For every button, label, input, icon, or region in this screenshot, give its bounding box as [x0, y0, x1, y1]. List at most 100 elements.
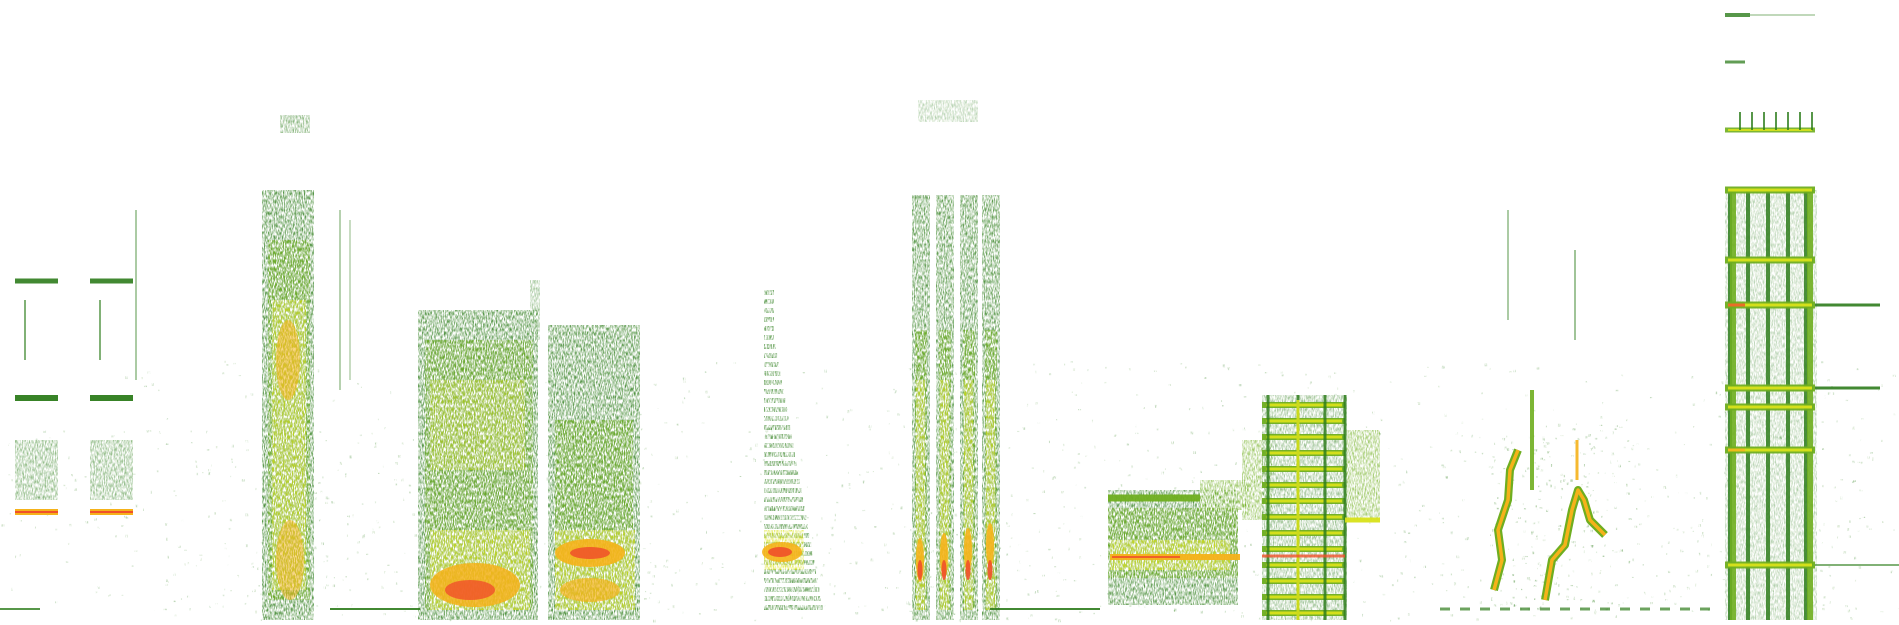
- noise-speck: [1489, 367, 1491, 370]
- noise-speck: [1079, 611, 1083, 614]
- noise-speck: [1491, 466, 1494, 469]
- noise-speck: [546, 477, 549, 481]
- noise-speck: [682, 377, 686, 381]
- noise-speck: [1523, 530, 1526, 533]
- noise-speck: [331, 501, 334, 504]
- noise-speck: [318, 482, 321, 485]
- noise-speck: [1651, 496, 1654, 498]
- noise-speck: [1583, 453, 1587, 455]
- noise-speck: [1866, 525, 1869, 528]
- noise-speck: [222, 372, 225, 375]
- noise-speck: [326, 575, 328, 579]
- noise-speck: [166, 418, 169, 420]
- harmonic-tick: [764, 596, 821, 601]
- noise-speck: [1537, 464, 1541, 467]
- noise-speck: [8, 474, 11, 476]
- noise-speck: [141, 377, 143, 380]
- noise-speck: [1136, 394, 1139, 396]
- noise-speck: [664, 422, 668, 424]
- noise-speck: [1092, 563, 1095, 566]
- noise-speck: [1238, 384, 1242, 387]
- noise-speck: [1428, 518, 1432, 521]
- energy-patch: [280, 115, 310, 133]
- noise-speck: [1558, 527, 1561, 531]
- noise-speck: [1441, 522, 1445, 524]
- noise-speck: [241, 479, 245, 482]
- noise-speck: [760, 563, 764, 565]
- harmonic-tick: [764, 488, 802, 493]
- noise-speck: [682, 611, 684, 615]
- noise-speck: [1831, 545, 1833, 549]
- harmonic-tick: [764, 299, 774, 304]
- noise-speck: [1610, 564, 1612, 568]
- noise-speck: [1502, 437, 1506, 441]
- noise-speck: [394, 571, 398, 573]
- noise-speck: [1581, 484, 1583, 488]
- noise-speck: [1504, 446, 1507, 450]
- noise-speck: [1491, 597, 1493, 599]
- noise-speck: [195, 565, 197, 567]
- noise-speck: [1396, 579, 1399, 583]
- noise-speck: [1099, 605, 1102, 607]
- noise-speck: [1604, 472, 1606, 474]
- noise-speck: [1035, 370, 1037, 374]
- noise-speck: [1513, 604, 1516, 607]
- noise-speck: [321, 542, 325, 546]
- noise-speck: [816, 533, 818, 537]
- noise-speck: [1510, 602, 1513, 605]
- noise-speck: [760, 473, 762, 476]
- harmonic-tick: [764, 524, 808, 529]
- noise-speck: [1128, 368, 1131, 371]
- noise-speck: [1588, 434, 1591, 437]
- noise-speck: [644, 598, 647, 600]
- noise-speck: [866, 471, 869, 473]
- noise-speck: [1471, 434, 1474, 438]
- noise-speck: [1632, 558, 1635, 562]
- noise-speck: [1702, 519, 1704, 522]
- noise-speck: [1647, 515, 1650, 518]
- noise-speck: [1178, 467, 1181, 469]
- noise-speck: [1595, 500, 1597, 502]
- noise-speck: [351, 604, 353, 607]
- noise-speck: [1056, 594, 1060, 597]
- noise-speck: [1861, 418, 1864, 420]
- noise-speck: [49, 437, 52, 439]
- noise-speck: [1571, 541, 1574, 543]
- noise-speck: [1822, 607, 1825, 611]
- noise-speck: [1678, 492, 1680, 494]
- noise-speck: [1407, 613, 1410, 616]
- noise-speck: [397, 454, 401, 458]
- noise-speck: [1214, 464, 1218, 467]
- noise-speck: [245, 544, 248, 548]
- noise-speck: [1682, 550, 1684, 553]
- noise-speck: [187, 562, 190, 565]
- noise-speck: [688, 390, 691, 393]
- noise-speck: [173, 572, 176, 576]
- noise-speck: [222, 605, 224, 608]
- noise-speck: [412, 439, 415, 441]
- noise-speck: [891, 456, 894, 459]
- noise-speck: [1680, 549, 1683, 553]
- noise-speck: [245, 395, 247, 399]
- harmonic-tick: [764, 326, 774, 331]
- noise-speck: [1107, 593, 1109, 595]
- noise-speck: [1480, 579, 1482, 582]
- noise-speck: [320, 490, 323, 494]
- noise-speck: [1179, 363, 1183, 365]
- noise-speck: [1709, 443, 1712, 446]
- noise-speck: [831, 533, 834, 537]
- noise-speck: [825, 454, 828, 456]
- noise-speck: [1614, 428, 1618, 430]
- noise-speck: [371, 432, 373, 435]
- noise-speck: [226, 364, 229, 366]
- noise-speck: [1824, 395, 1826, 399]
- noise-speck: [382, 464, 385, 468]
- noise-speck: [67, 542, 70, 545]
- noise-speck: [74, 478, 78, 482]
- noise-speck: [1590, 529, 1594, 533]
- noise-speck: [1682, 531, 1685, 534]
- noise-speck: [1614, 584, 1618, 587]
- noise-speck: [1563, 474, 1566, 478]
- noise-speck: [1848, 454, 1851, 458]
- noise-speck: [955, 427, 957, 431]
